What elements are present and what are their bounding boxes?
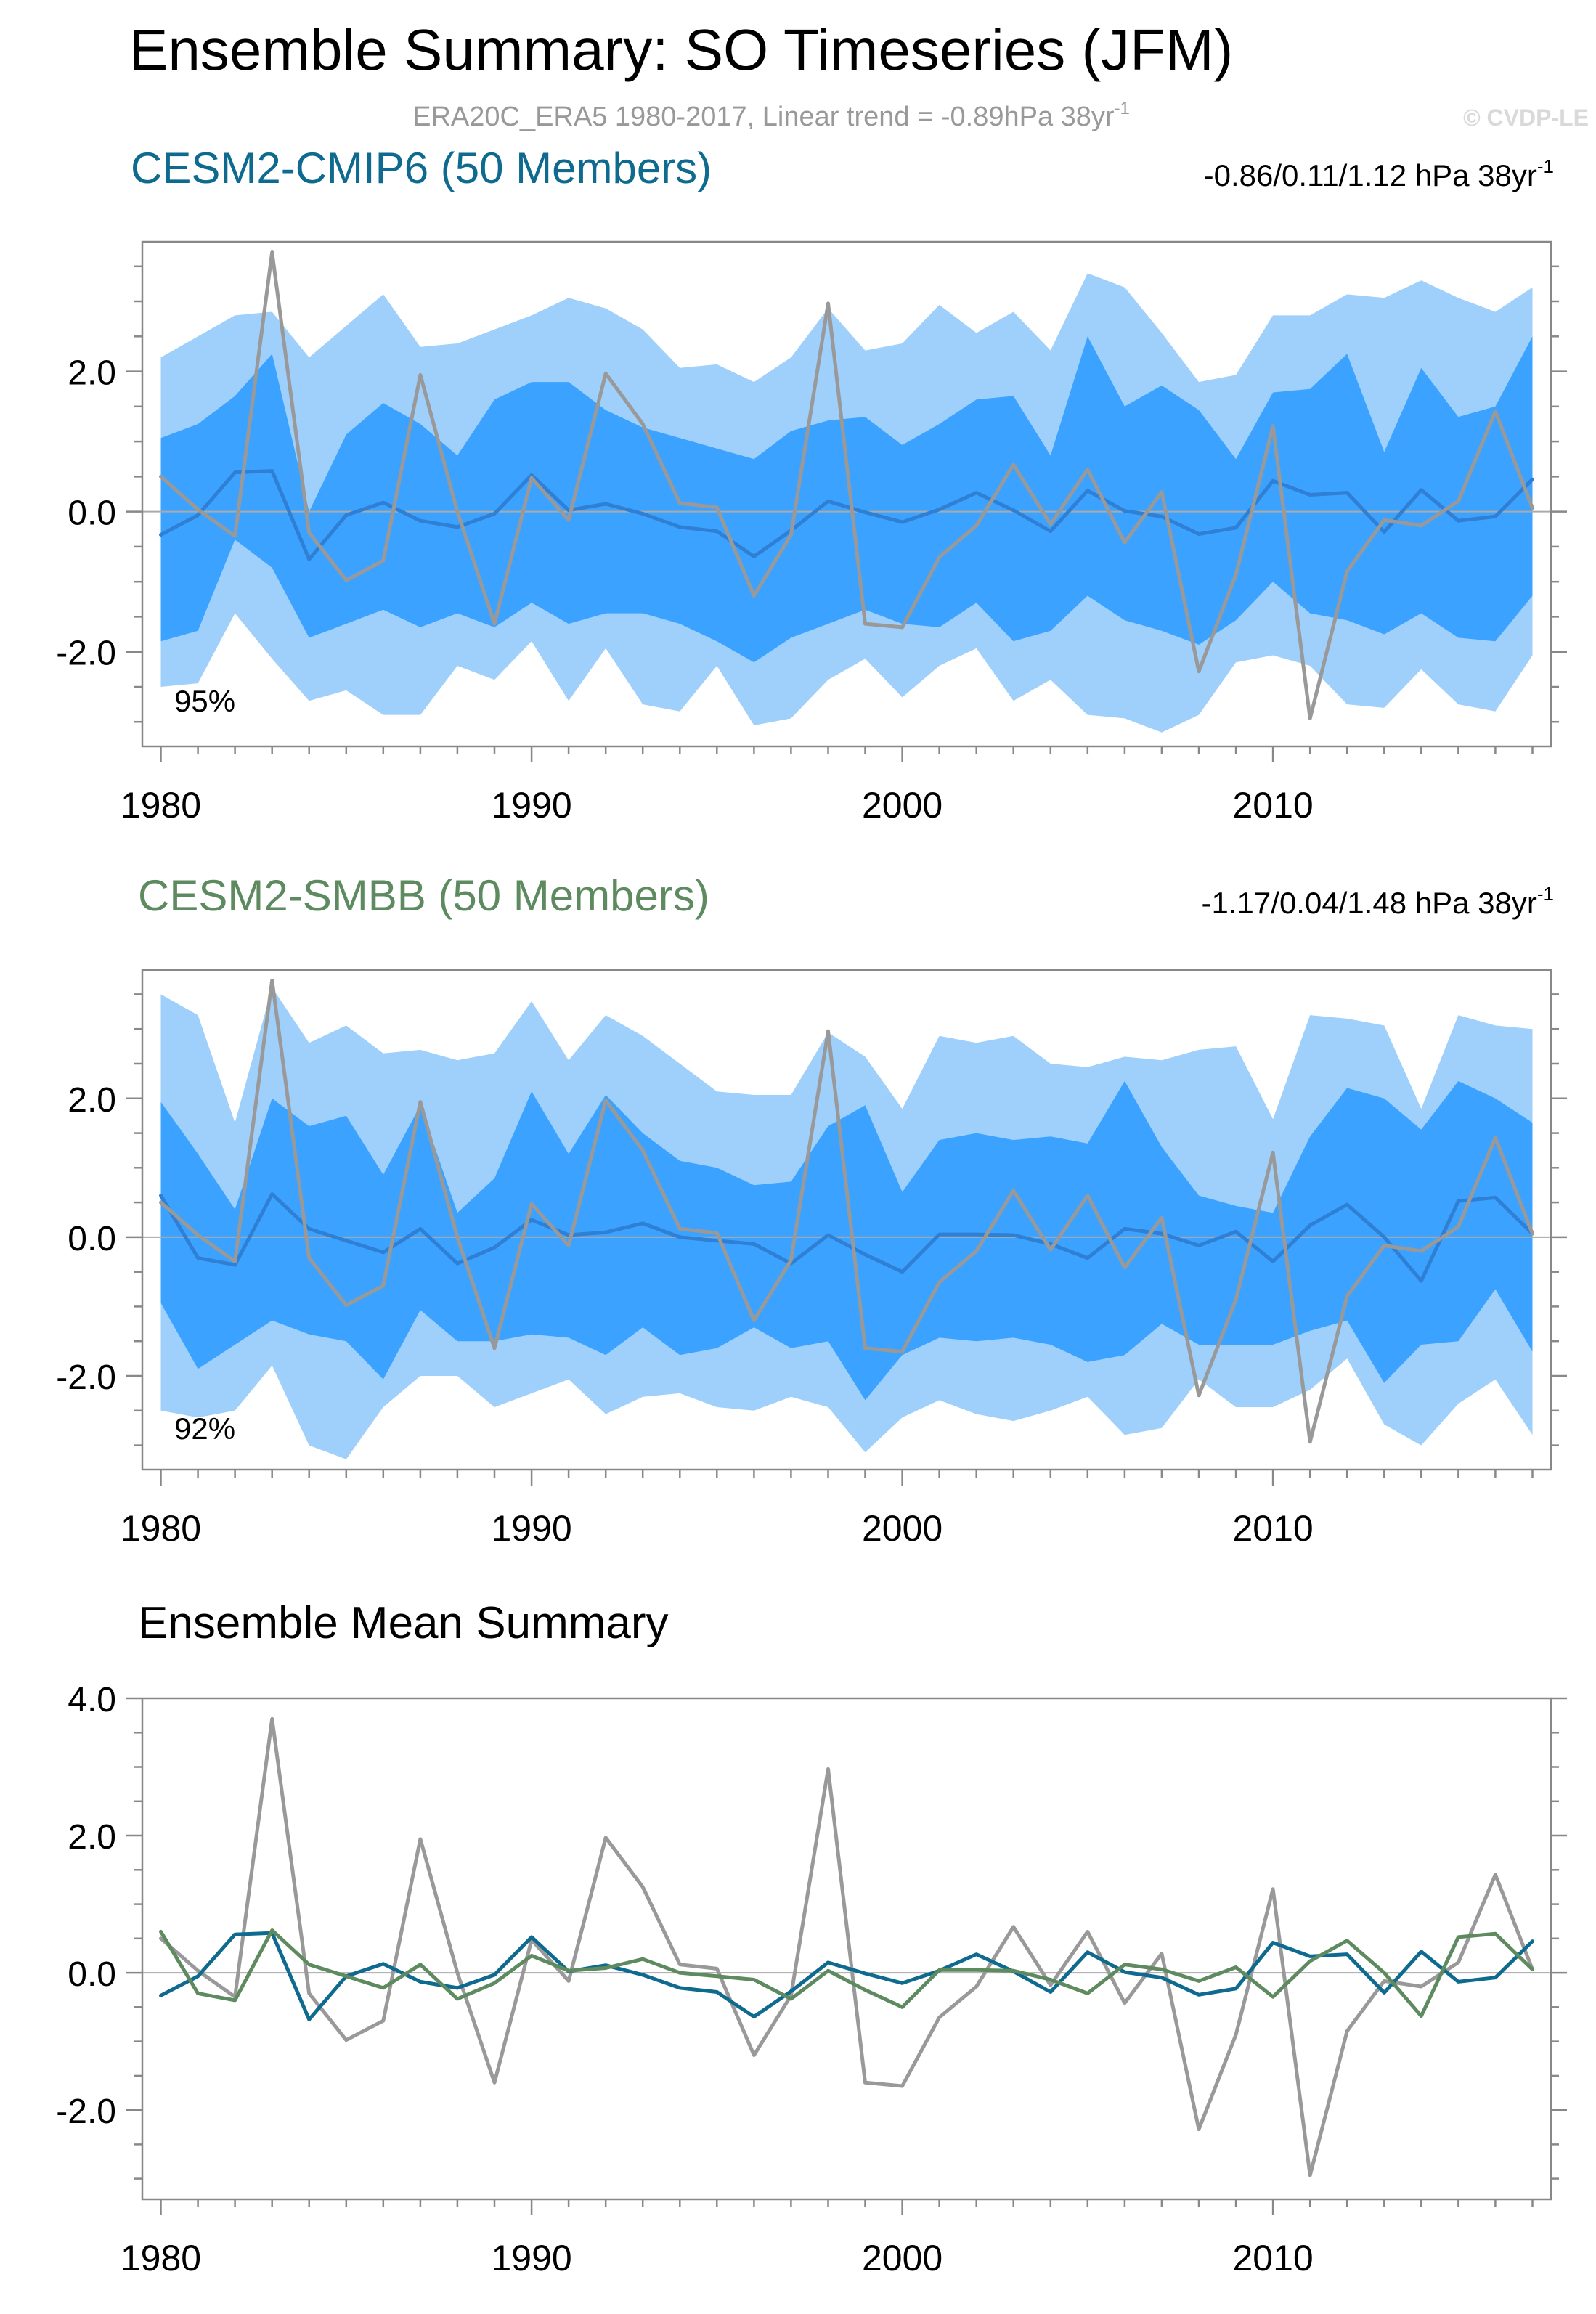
smbb-observations-line [159, 978, 1534, 1444]
panel-ensemble-mean-summary-title: Ensemble Mean Summary [138, 1598, 669, 1648]
panel-ensemble-mean-summary-plot: 1980 1990 2000 2010 4.0 2.0 0.0 -2.0 [56, 1681, 1567, 2278]
summary-ytick-label: 2.0 [68, 1818, 116, 1857]
summary-series-cesm2-smbb [159, 1928, 1534, 2018]
summary-series-cesm2-cmip6 [159, 1931, 1534, 2021]
cmip6-xtick-label-2010: 2010 [1232, 785, 1313, 826]
cmip6-xtick-label-1980: 1980 [121, 785, 201, 826]
summary-ytick-label: 0.0 [68, 1955, 116, 1994]
summary-series-era20c-era5 [159, 1716, 1534, 2177]
panel-cesm2-smbb-trend: -1.17/0.04/1.48 hPa 38yr-1 [1202, 883, 1554, 920]
panel-cesm2-cmip6-trend-sup: -1 [1537, 155, 1554, 177]
panel-cesm2-cmip6-trend-text: -0.86/0.11/1.12 hPa 38yr [1204, 158, 1537, 192]
cmip6-ytick-label: 0.0 [68, 494, 116, 533]
summary-ytick-label: -2.0 [56, 2093, 116, 2131]
figure-subtitle-text: ERA20C_ERA5 1980-2017, Linear trend = -0… [412, 102, 1115, 132]
panel-ensemble-mean-summary: Ensemble Mean Summary 1980 1990 2000 2010 4.… [56, 1598, 1567, 2278]
cmip6-ensemble-mean-line [159, 469, 1534, 561]
panel-cesm2-cmip6-plot: 1980 1990 2000 2010 2.0 0.0 -2.0 [56, 240, 1567, 826]
cmip6-xtick-label-1990: 1990 [491, 785, 571, 826]
smbb-xtick-label-1980: 1980 [121, 1508, 201, 1549]
panel-cesm2-smbb-percent: 92% [174, 1411, 235, 1446]
cmip6-xtick-label-2000: 2000 [862, 785, 942, 826]
figure-title: Ensemble Summary: SO Timeseries (JFM) [129, 17, 1233, 82]
panel-cesm2-cmip6-trend: -0.86/0.11/1.12 hPa 38yr-1 [1204, 155, 1554, 192]
panel-cesm2-smbb-title: CESM2-SMBB (50 Members) [138, 871, 709, 920]
panel-cesm2-cmip6-percent: 95% [174, 684, 235, 718]
panel-cesm2-smbb-trend-sup: -1 [1537, 883, 1554, 905]
smbb-xtick-label-2000: 2000 [862, 1508, 942, 1549]
panel-cesm2-smbb-plot: 1980 1990 2000 2010 2.0 0.0 -2.0 [56, 969, 1567, 1549]
summary-xtick-label-2000: 2000 [862, 2238, 942, 2278]
panel-cesm2-smbb: CESM2-SMBB (50 Members) -1.17/0.04/1.48 … [56, 871, 1567, 1549]
smbb-xtick-label-1990: 1990 [491, 1508, 571, 1549]
smbb-xtick-label-2010: 2010 [1232, 1508, 1313, 1549]
smbb-plot-frame [141, 969, 1552, 1471]
smbb-ytick-label: 0.0 [68, 1220, 116, 1258]
figure-subtitle: ERA20C_ERA5 1980-2017, Linear trend = -0… [412, 99, 1130, 132]
cmip6-ytick-label: 2.0 [68, 354, 116, 393]
figure-subtitle-sup: -1 [1115, 99, 1130, 118]
smbb-inner-band [160, 1080, 1533, 1401]
cmip6-plot-frame [141, 240, 1552, 748]
summary-xtick-label-1990: 1990 [491, 2238, 571, 2278]
cmip6-ytick-label: -2.0 [56, 635, 116, 673]
summary-ytick-label: 4.0 [68, 1681, 116, 1719]
summary-plot-frame [141, 1697, 1552, 2201]
panel-cesm2-cmip6: CESM2-CMIP6 (50 Members) -0.86/0.11/1.12… [56, 144, 1567, 826]
watermark: © CVDP-LE [1463, 105, 1589, 131]
panel-cesm2-cmip6-title: CESM2-CMIP6 (50 Members) [131, 144, 712, 192]
summary-xtick-label-2010: 2010 [1232, 2238, 1313, 2278]
panel-cesm2-smbb-trend-text: -1.17/0.04/1.48 hPa 38yr [1202, 886, 1537, 920]
cmip6-observations-line [159, 250, 1534, 720]
smbb-ytick-label: 2.0 [68, 1081, 116, 1120]
smbb-ytick-label: -2.0 [56, 1358, 116, 1397]
summary-xtick-label-1980: 1980 [121, 2238, 201, 2278]
